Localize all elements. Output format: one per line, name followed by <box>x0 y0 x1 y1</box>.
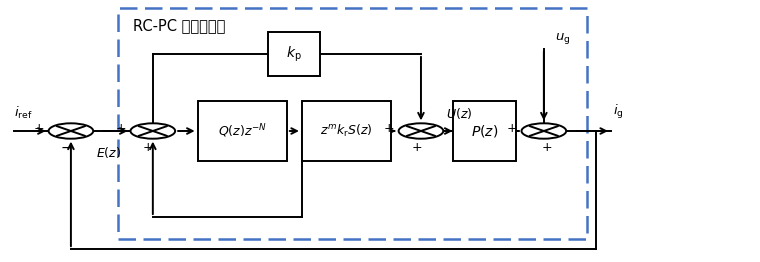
Text: −: − <box>61 141 72 155</box>
Text: $i_{\mathrm{ref}}$: $i_{\mathrm{ref}}$ <box>14 105 32 121</box>
Circle shape <box>399 123 443 139</box>
FancyBboxPatch shape <box>302 101 391 161</box>
Text: $E(z)$: $E(z)$ <box>97 145 122 160</box>
Text: $u_{\mathrm{g}}$: $u_{\mathrm{g}}$ <box>555 31 571 46</box>
Text: +: + <box>143 141 154 154</box>
Text: +: + <box>506 122 517 135</box>
Text: +: + <box>116 122 126 135</box>
Text: $U(z)$: $U(z)$ <box>446 106 473 121</box>
Text: RC-PC 复合控制器: RC-PC 复合控制器 <box>133 18 225 33</box>
FancyBboxPatch shape <box>453 101 516 161</box>
Circle shape <box>49 123 93 139</box>
Text: +: + <box>411 141 422 154</box>
Text: +: + <box>384 122 394 135</box>
Text: $z^{m}k_{\mathrm{r}}S(z)$: $z^{m}k_{\mathrm{r}}S(z)$ <box>320 123 372 139</box>
Text: $Q(z)z^{-N}$: $Q(z)z^{-N}$ <box>218 122 267 140</box>
FancyBboxPatch shape <box>268 31 321 77</box>
Circle shape <box>521 123 566 139</box>
Text: $i_{\mathrm{g}}$: $i_{\mathrm{g}}$ <box>613 103 624 121</box>
Text: +: + <box>542 141 553 154</box>
Text: $k_{\mathrm{p}}$: $k_{\mathrm{p}}$ <box>287 44 302 64</box>
FancyBboxPatch shape <box>198 101 287 161</box>
Text: $P(z)$: $P(z)$ <box>470 123 498 139</box>
Text: +: + <box>33 122 44 135</box>
Circle shape <box>131 123 175 139</box>
